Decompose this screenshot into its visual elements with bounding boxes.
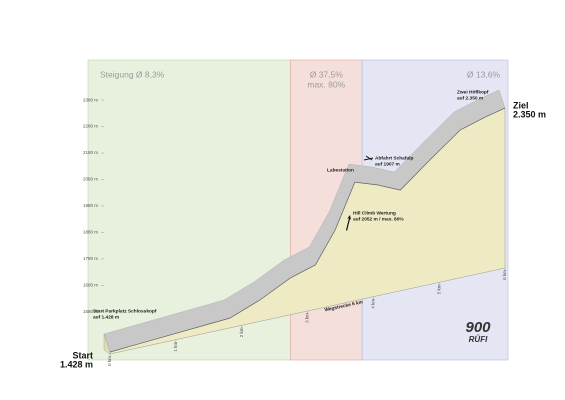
annotation: Start Parkplatz Schlosskopf: [93, 308, 157, 314]
x-tick-label: 3 km: [305, 313, 310, 323]
y-tick-label: 1780 m: [83, 256, 98, 261]
annotation: Zwei Höflkopf: [457, 89, 489, 95]
logo-number: 900: [465, 319, 491, 336]
annotation: auf 2.350 m: [457, 95, 483, 101]
annotation: Hill Climb Wertung: [353, 210, 396, 216]
x-tick-label: 4 km: [371, 299, 376, 309]
zone-label: Steigung Ø 8,3%: [100, 69, 165, 79]
profile-line: [109, 107, 506, 353]
zone-label: max. 80%: [307, 79, 345, 89]
x-tick-label: 5 km: [436, 284, 441, 294]
zone-label: Ø 13,6%: [467, 69, 501, 79]
start-label: 1.428 m: [60, 359, 93, 369]
plot: [103, 89, 506, 355]
x-tick-label: 1 km: [173, 342, 178, 352]
annotation: Abfahrt Schafalp: [375, 155, 413, 161]
y-tick-label: 1680 m: [83, 283, 98, 288]
y-tick-label: 1980 m: [83, 203, 98, 208]
annotation: auf 1907 m: [375, 161, 400, 167]
y-tick-label: 2380 m: [83, 97, 98, 102]
y-tick-label: 2280 m: [83, 124, 98, 129]
y-tick-label: 1880 m: [83, 230, 98, 235]
y-tick-label: 1580 m: [83, 309, 98, 314]
y-tick-label: 2080 m: [83, 177, 98, 182]
y-tick-label: 2180 m: [83, 150, 98, 155]
x-tick-label: 6 km: [502, 270, 507, 280]
annotation: auf 1.428 m: [93, 314, 119, 320]
ski-icon: [363, 155, 374, 161]
zone-label: Ø 37,5%: [310, 69, 344, 79]
x-tick-label: 0 km: [107, 356, 112, 366]
annotation: Labestation: [327, 167, 354, 173]
x-tick-label: 2 km: [239, 327, 244, 337]
start-label: Start: [72, 350, 93, 360]
finish-label: Ziel: [513, 100, 529, 110]
annotation: auf 2052 m / max. 80%: [353, 216, 404, 222]
finish-label: 2.350 m: [513, 109, 546, 119]
logo-text: RÜFI: [469, 335, 488, 344]
labels: 1580 m 1680 m 1780 m 1880 m 1980 m 2080 m 2180…: [60, 89, 546, 369]
arrow-icon: [346, 215, 351, 231]
